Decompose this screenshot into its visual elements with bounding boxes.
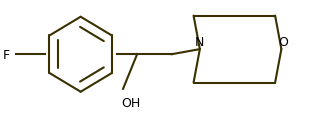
Text: OH: OH — [121, 96, 140, 109]
Text: O: O — [278, 36, 288, 49]
Text: F: F — [3, 48, 10, 61]
Text: N: N — [195, 36, 204, 49]
